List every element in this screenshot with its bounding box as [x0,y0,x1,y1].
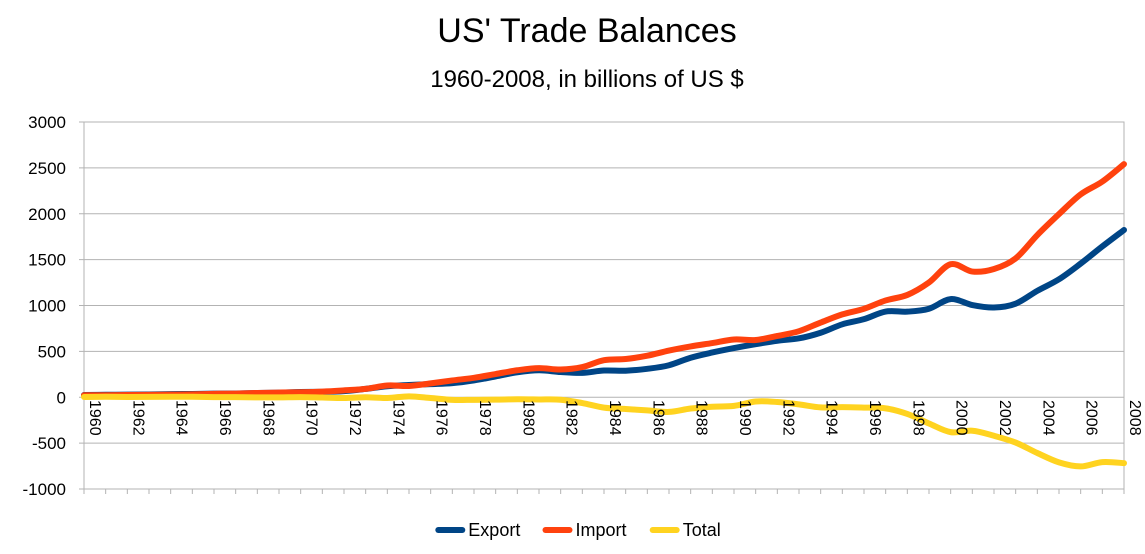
x-tick-label: 1968 [259,400,276,436]
series-line-export [81,226,1127,398]
y-axis-tick-labels: 3000 2500 2000 1500 1000 500 0 -500 -1000 [23,113,66,499]
x-tick-label: 1986 [649,400,666,436]
y-tick-label: -500 [32,434,66,453]
x-tick-label: 1972 [346,400,363,436]
x-tick-label: 1998 [909,400,926,436]
x-tick-label: 1996 [866,400,883,436]
x-tick-label: 1970 [303,400,320,436]
x-tick-label: 2002 [996,400,1013,436]
x-tick-label: 1962 [129,400,146,436]
y-tick-label: 500 [38,342,66,361]
legend: Export Import Total [435,520,721,540]
axes [79,121,1125,494]
chart-title: US' Trade Balances [437,12,736,50]
x-tick-label: 1992 [779,400,796,436]
x-tick-label: 1980 [519,400,536,436]
legend-label-export: Export [468,520,520,540]
chart-subtitle: 1960-2008, in billions of US $ [430,66,744,93]
y-tick-label: 3000 [28,113,66,132]
series-line-total [81,393,1127,470]
y-tick-label: 2500 [28,159,66,178]
x-axis-tick-labels: 1960 1962 1964 1966 1968 1970 1972 1974 1976 1978… [86,400,1143,436]
x-tick-label: 2006 [1083,400,1100,436]
plot-area [81,161,1127,470]
y-tick-label: 1500 [28,251,66,270]
x-tick-label: 1984 [606,400,623,436]
series-line-import [81,161,1127,399]
x-tick-label: 2004 [1039,400,1056,436]
x-tick-label: 2008 [1126,400,1143,436]
y-tick-label: 0 [57,388,66,407]
x-tick-label: 1978 [476,400,493,436]
y-tick-label: 1000 [28,297,66,316]
x-tick-label: 1988 [693,400,710,436]
x-tick-label: 1960 [86,400,103,436]
x-tick-label: 1976 [433,400,450,436]
y-tick-label: -1000 [23,480,66,499]
legend-label-total: Total [683,520,721,540]
x-tick-label: 1974 [389,400,406,436]
y-tick-label: 2000 [28,205,66,224]
x-tick-label: 1966 [216,400,233,436]
x-tick-label: 1982 [563,400,580,436]
x-tick-label: 2000 [953,400,970,436]
x-tick-label: 1964 [173,400,190,436]
x-tick-label: 1990 [736,400,753,436]
legend-label-import: Import [576,520,627,540]
x-tick-label: 1994 [823,400,840,436]
